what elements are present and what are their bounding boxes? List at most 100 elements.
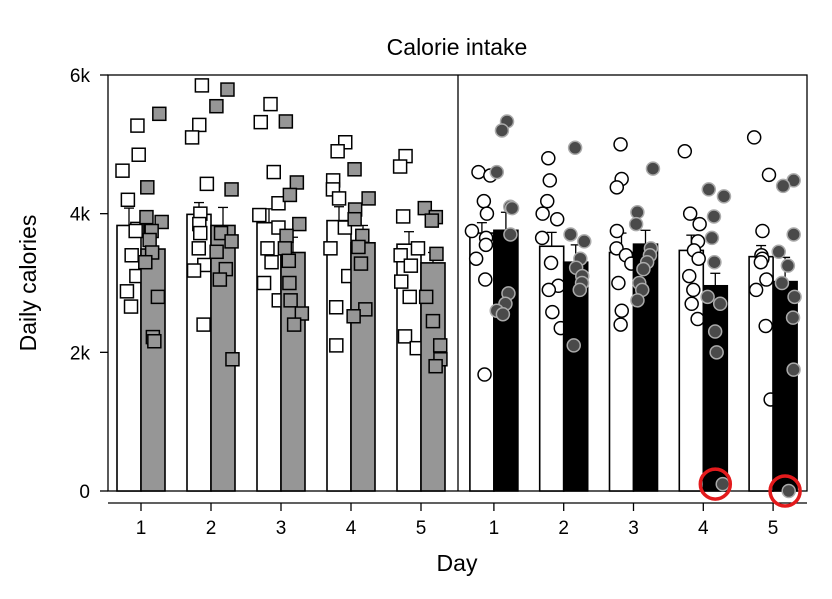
data-point	[545, 304, 560, 320]
data-point	[628, 216, 644, 232]
bar	[469, 232, 495, 492]
data-point	[392, 159, 408, 174]
bar	[186, 213, 212, 492]
data-point	[613, 317, 628, 332]
data-point	[489, 164, 505, 180]
data-point	[361, 191, 376, 206]
data-point	[271, 196, 286, 211]
bar	[280, 251, 306, 492]
data-point	[347, 162, 362, 177]
data-point	[428, 358, 443, 374]
bar	[562, 261, 589, 492]
data-point	[706, 209, 722, 224]
y-tick-label: 0	[79, 482, 90, 503]
data-point	[292, 216, 307, 232]
data-point	[346, 309, 361, 324]
data-point	[395, 209, 411, 224]
data-point	[128, 223, 143, 239]
data-point	[196, 317, 211, 332]
data-point	[609, 180, 625, 195]
data-point	[682, 206, 698, 221]
data-point	[393, 274, 409, 289]
data-point	[690, 311, 705, 327]
data-point	[402, 289, 417, 305]
data-point	[541, 150, 556, 166]
data-point	[289, 175, 305, 190]
x-tick-label: 5	[768, 518, 779, 539]
data-point	[115, 163, 130, 178]
data-point	[142, 232, 157, 248]
data-point	[282, 187, 298, 203]
data-point	[478, 272, 493, 287]
x-tick-label: 1	[136, 518, 147, 539]
data-point	[503, 227, 518, 242]
data-point	[123, 299, 139, 314]
data-point	[567, 140, 583, 156]
data-point	[543, 255, 559, 271]
data-point	[707, 254, 722, 270]
data-point	[700, 289, 715, 305]
bar	[493, 229, 519, 492]
data-point	[686, 282, 701, 298]
data-point	[630, 205, 645, 220]
data-point	[614, 303, 630, 318]
data-point	[781, 483, 796, 499]
data-point	[787, 289, 802, 305]
data-point	[140, 180, 155, 195]
data-point	[252, 207, 267, 223]
data-point	[277, 241, 293, 256]
data-point	[193, 225, 208, 241]
data-point	[645, 161, 661, 176]
data-point	[279, 228, 294, 244]
x-tick-label: 2	[206, 518, 217, 539]
data-point	[418, 289, 434, 305]
data-point	[478, 237, 494, 253]
data-point	[266, 164, 281, 180]
data-point	[771, 244, 786, 260]
data-point	[563, 227, 578, 242]
data-point	[479, 206, 495, 221]
data-point	[539, 193, 555, 209]
y-tick-label: 4k	[70, 205, 91, 226]
data-point	[281, 253, 297, 269]
data-point	[758, 318, 773, 334]
plot-area: 0 2k 4k 6k 1 2 3 4 5 1 2 3 4 5	[70, 66, 808, 539]
data-point	[147, 333, 162, 349]
data-point	[684, 296, 699, 312]
x-axis-title: Day	[437, 550, 478, 576]
data-point	[286, 317, 302, 332]
data-point	[701, 182, 717, 197]
data-point	[353, 256, 369, 271]
data-point	[131, 147, 146, 162]
data-point	[704, 230, 720, 246]
data-point	[294, 306, 310, 321]
data-point	[139, 209, 154, 225]
x-tick-label: 2	[558, 518, 569, 539]
data-point	[780, 258, 796, 273]
data-point	[774, 275, 790, 291]
data-point	[709, 345, 724, 360]
data-point	[691, 251, 706, 266]
bar	[350, 241, 376, 492]
data-point	[329, 338, 344, 353]
data-point	[613, 137, 628, 152]
data-point	[746, 130, 762, 145]
data-point	[504, 200, 520, 216]
data-point	[429, 246, 444, 262]
data-point	[130, 118, 145, 133]
data-point	[716, 189, 732, 204]
data-point	[403, 258, 419, 273]
x-tick-label: 4	[346, 518, 357, 539]
data-point	[566, 338, 581, 353]
data-point	[192, 117, 207, 133]
data-point	[397, 329, 413, 344]
data-point	[630, 293, 645, 308]
data-point	[535, 206, 550, 221]
data-point	[541, 282, 557, 298]
data-point	[692, 216, 707, 232]
chart-title: Calorie intake	[387, 34, 528, 60]
data-point	[150, 289, 166, 305]
data-point	[636, 261, 651, 277]
data-point	[577, 234, 592, 249]
data-point	[677, 144, 693, 159]
